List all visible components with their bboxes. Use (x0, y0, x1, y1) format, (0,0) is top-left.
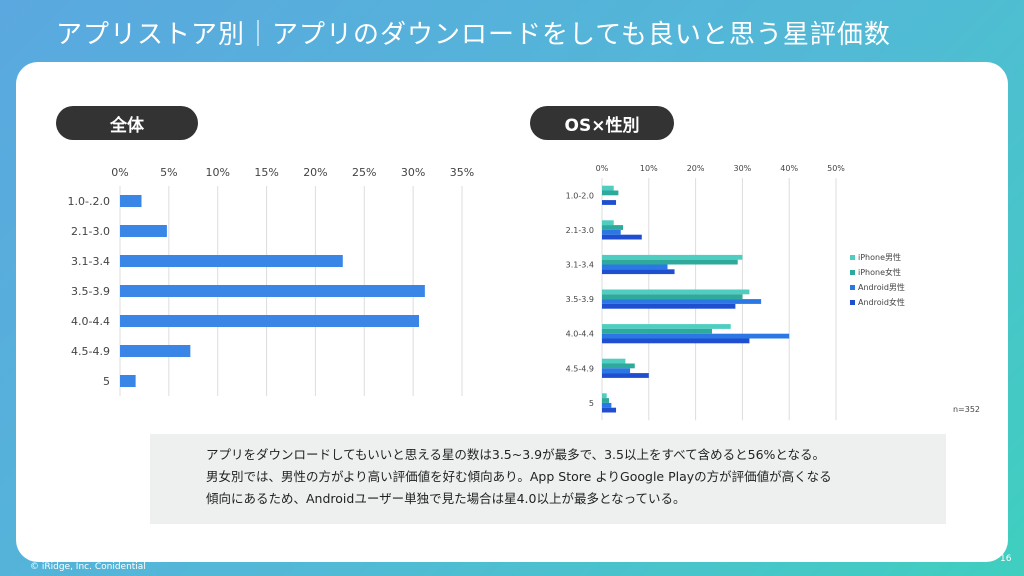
x-tick-label: 30% (734, 164, 752, 173)
category-label: 2.1-3.0 (566, 226, 594, 235)
bar (602, 363, 635, 369)
bar (602, 299, 762, 304)
legend-swatch (850, 300, 855, 305)
bar (602, 259, 738, 265)
category-label: 3.5-3.9 (566, 295, 594, 304)
bar (602, 393, 607, 399)
copyright-footer: © iRidge, Inc. Conidential (30, 562, 146, 572)
bar (602, 190, 619, 196)
x-tick-label: 30% (401, 166, 425, 179)
x-tick-label: 50% (827, 164, 845, 173)
legend-swatch (850, 285, 855, 290)
category-label: 3.1-3.4 (71, 255, 110, 268)
bar (602, 368, 631, 374)
x-tick-label: 10% (205, 166, 229, 179)
bar (602, 269, 675, 275)
legend-swatch (850, 255, 855, 260)
bar (602, 303, 736, 309)
category-label: 3.1-3.4 (566, 261, 594, 270)
legend-swatch (850, 270, 855, 275)
section-label-os-gender: OS×性別 (530, 106, 674, 140)
bar (602, 358, 626, 364)
category-label: 2.1-3.0 (71, 225, 110, 238)
page-number: 16 (1000, 554, 1012, 564)
legend-label: Android女性 (858, 297, 905, 307)
summary-line-3: 傾向にあるため、Androidユーザー単独で見た場合は星4.0以上が最多となって… (206, 491, 686, 506)
category-label: 5 (103, 375, 110, 388)
category-label: 4.5-4.9 (566, 364, 594, 373)
x-tick-label: 25% (352, 166, 376, 179)
bar (120, 225, 167, 237)
bar (120, 285, 425, 297)
bar (602, 229, 621, 235)
x-tick-label: 0% (596, 164, 609, 173)
bar (120, 315, 420, 327)
bar (602, 338, 750, 344)
sample-size-label: n=352 (953, 405, 980, 414)
summary-box: アプリをダウンロードしてもいいと思える星の数は3.5~3.9が最多で、3.5以上… (150, 434, 946, 524)
x-tick-label: 40% (780, 164, 798, 173)
bar (602, 254, 743, 260)
content-card: 全体 OS×性別 0% 5% 10% 15% 20% 25% 30% 35% 1.0-.2.0 2… (16, 62, 1008, 562)
bar (120, 345, 191, 357)
overall-bar-chart: 0% 5% 10% 15% 20% 25% 30% 35% 1.0-.2.0 2.1-3.0 3.1… (68, 166, 474, 396)
x-tick-label: 35% (450, 166, 474, 179)
bar (602, 264, 668, 270)
os-gender-bar-chart: 0% 10% 20% 30% 40% 50% 1.0-2.0 2.1-3.0 3.1-3.4 3.… (566, 164, 980, 421)
section-label-total: 全体 (56, 106, 198, 140)
bar (602, 324, 731, 329)
bar (120, 255, 343, 267)
legend-label: iPhone男性 (858, 252, 901, 262)
bar (602, 398, 610, 403)
page-title: アプリストア別｜アプリのダウンロードをしても良いと思う星評価数 (56, 20, 891, 50)
legend-label: Android男性 (858, 282, 905, 292)
x-tick-label: 10% (640, 164, 658, 173)
category-label: 4.0-4.4 (566, 330, 594, 339)
bar (602, 294, 743, 300)
bar (602, 220, 614, 226)
legend-label: iPhone女性 (858, 267, 901, 277)
bar (602, 234, 642, 240)
bar (602, 200, 617, 205)
category-label: 4.0-4.4 (71, 315, 110, 328)
bar (602, 402, 612, 408)
category-label: 1.0-2.0 (566, 191, 594, 200)
x-tick-label: 20% (687, 164, 705, 173)
summary-line-2: 男女別では、男性の方がより高い評価値を好む傾向あり。App Store よりGo… (206, 469, 832, 484)
category-label: 4.5-4.9 (71, 345, 110, 358)
x-tick-label: 20% (303, 166, 327, 179)
category-label: 1.0-.2.0 (68, 195, 110, 208)
summary-line-1: アプリをダウンロードしてもいいと思える星の数は3.5~3.9が最多で、3.5以上… (206, 447, 826, 462)
bar (602, 225, 624, 230)
category-label: 3.5-3.9 (71, 285, 110, 298)
category-label: 5 (589, 399, 594, 408)
bar (602, 407, 617, 413)
x-tick-label: 5% (160, 166, 177, 179)
bar (120, 375, 136, 387)
bar (602, 289, 750, 295)
bar (602, 328, 712, 334)
x-tick-label: 0% (111, 166, 128, 179)
bar (602, 333, 790, 339)
x-tick-label: 15% (254, 166, 278, 179)
bar (602, 185, 614, 191)
bar (602, 373, 649, 378)
bar (120, 195, 142, 207)
